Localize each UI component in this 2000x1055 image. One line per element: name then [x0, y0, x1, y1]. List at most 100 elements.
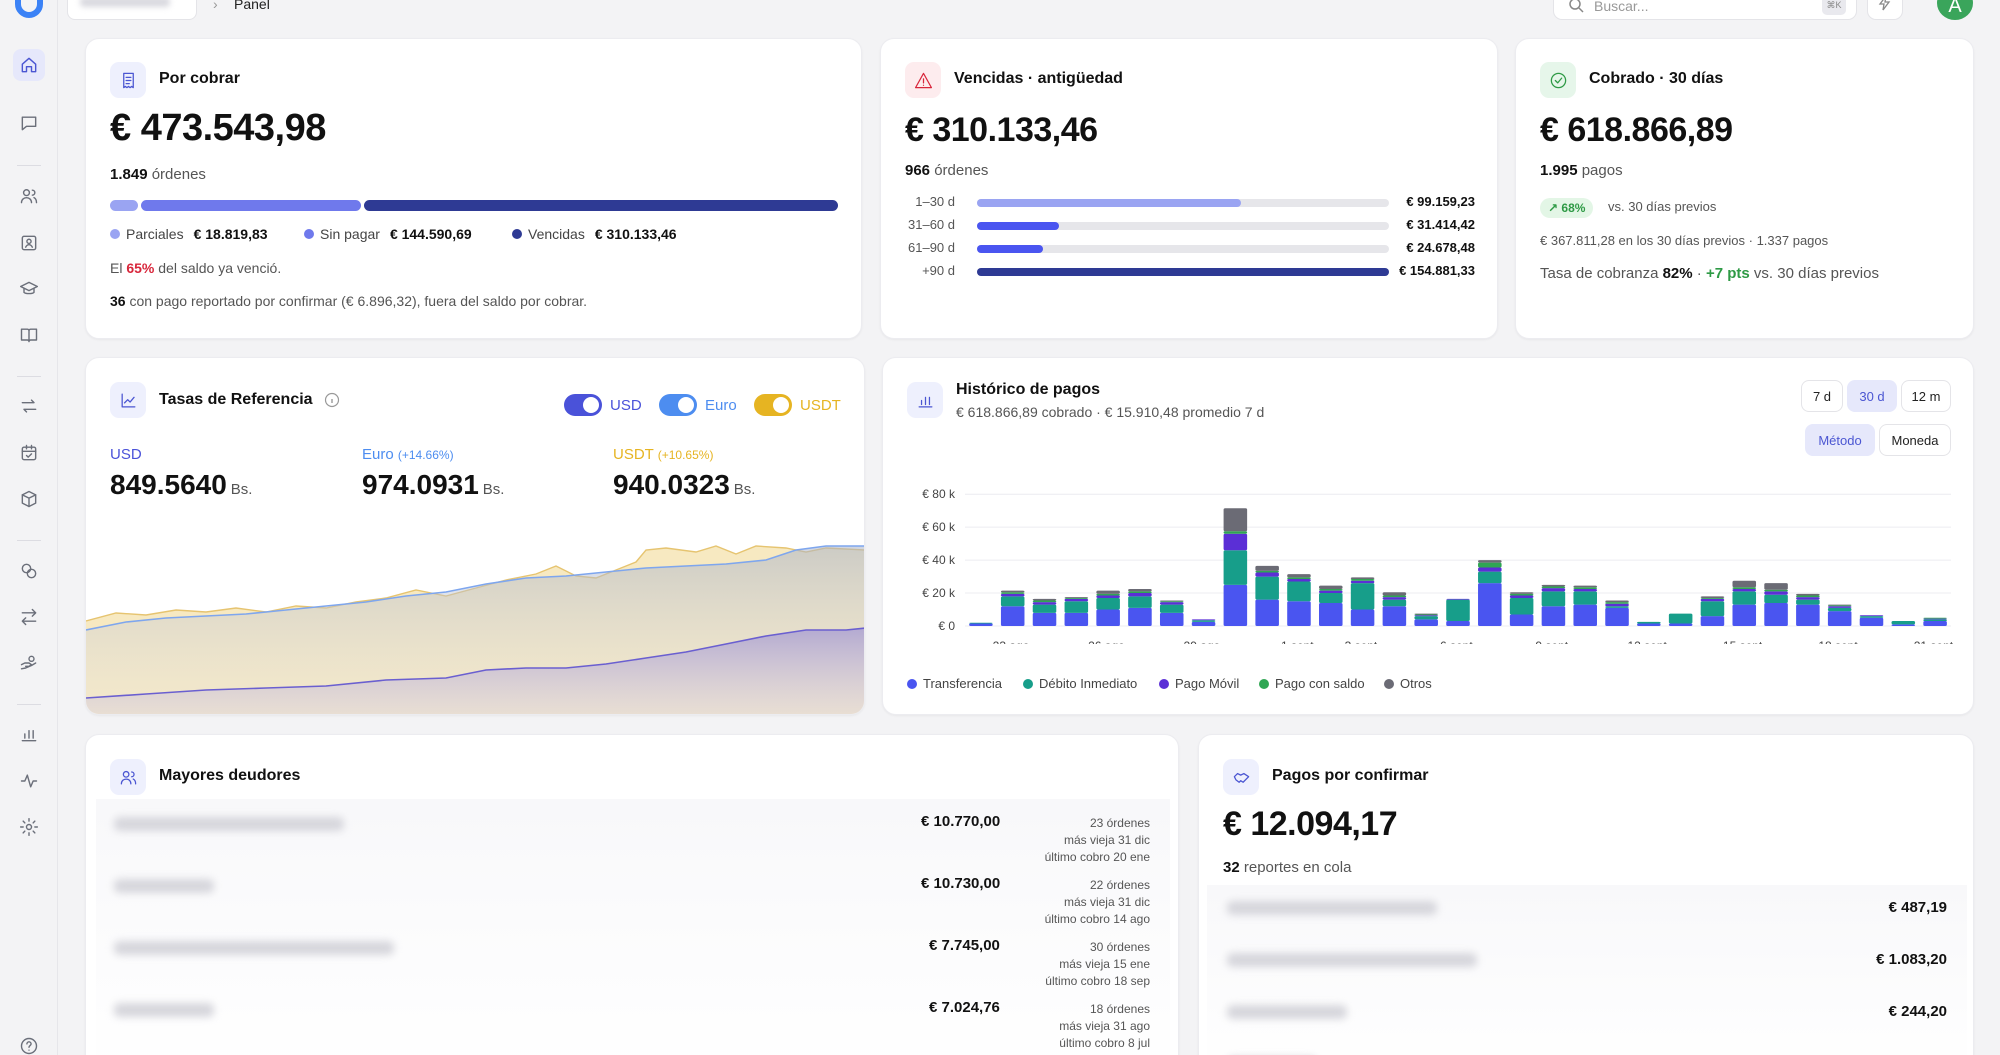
toggle-usd[interactable]: USD — [564, 394, 642, 416]
bar-pago-móvil — [1923, 618, 1947, 620]
bar-otros — [1287, 574, 1311, 578]
bar-débito-inmediato — [1923, 619, 1947, 622]
y-tick-label: € 0 — [938, 619, 955, 633]
aging-bar[interactable] — [977, 199, 1389, 207]
workspace-switcher[interactable] — [67, 0, 197, 20]
por-cobrar-card: Por cobrar € 473.543,98 1.849 órdenes Pa… — [85, 38, 862, 339]
legend-otros: Otros — [1384, 676, 1432, 691]
bar-débito-inmediato — [1573, 591, 1597, 605]
bar-débito-inmediato — [1605, 606, 1629, 608]
hand-coins-icon[interactable] — [13, 647, 45, 679]
rates-area-chart — [86, 545, 864, 714]
card-title: Cobrado · 30 días — [1589, 70, 1724, 87]
bar-transferencia — [1668, 623, 1693, 626]
coins-icon[interactable] — [13, 555, 45, 587]
payments-count-line: 1.995 pagos — [1540, 162, 1623, 179]
bar-transferencia — [1509, 614, 1534, 626]
calendar-icon[interactable] — [13, 437, 45, 469]
vencidas-segment[interactable] — [364, 200, 838, 211]
pending-confirmation-note: 36 con pago reportado por confirmar (€ 6… — [110, 293, 588, 309]
bar-pago-móvil — [1350, 580, 1375, 584]
chat-icon[interactable] — [13, 107, 45, 139]
x-tick-label: 18 sept. — [1818, 639, 1861, 644]
sin-pagar-segment[interactable] — [141, 200, 361, 211]
bar-transferencia — [1827, 611, 1852, 626]
bar-otros — [1414, 613, 1438, 615]
aging-label: 31–60 d — [908, 217, 955, 232]
bar-pago-móvil — [1732, 588, 1757, 592]
bar-débito-inmediato — [1732, 591, 1757, 605]
activity-icon[interactable] — [13, 765, 45, 797]
info-icon[interactable] — [324, 392, 340, 408]
help-icon[interactable] — [13, 1030, 45, 1055]
range-7d-button[interactable]: 7 d — [1801, 380, 1843, 412]
debtor-name-redacted — [114, 941, 394, 955]
aging-bar[interactable] — [977, 268, 1389, 276]
search-placeholder: Buscar... — [1594, 0, 1649, 14]
debtor-meta: 23 órdenes más vieja 31 dic último cobro 2… — [1044, 816, 1150, 864]
range-12m-button[interactable]: 12 m — [1901, 380, 1951, 412]
toggle-usdt[interactable]: USDT — [754, 394, 841, 416]
bar-pago-con-saldo — [1223, 531, 1248, 534]
id-card-icon[interactable] — [13, 227, 45, 259]
bar-débito-inmediato — [1827, 607, 1852, 612]
aging-value: € 99.159,23 — [1406, 194, 1475, 209]
bar-transferencia — [1064, 612, 1089, 626]
home-icon[interactable] — [13, 49, 45, 81]
bar-otros — [1700, 596, 1725, 598]
pending-payments-amount: € 12.094,17 — [1223, 805, 1398, 843]
bar-transferencia — [1859, 617, 1884, 626]
quick-action-button[interactable] — [1867, 0, 1903, 20]
bar-chart-icon — [907, 382, 943, 418]
bar-chart-icon[interactable] — [13, 718, 45, 750]
bar-débito-inmediato — [1478, 571, 1502, 584]
app-logo[interactable] — [14, 0, 44, 18]
bar-débito-inmediato — [1096, 598, 1120, 610]
parciales-segment[interactable] — [110, 200, 138, 211]
bar-pago-con-saldo — [1032, 600, 1057, 603]
users-icon[interactable] — [13, 180, 45, 212]
usd-area — [86, 628, 864, 714]
bar-transferencia — [1223, 584, 1248, 626]
bar-transferencia — [1032, 612, 1057, 626]
handshake-icon — [1223, 759, 1259, 795]
usdt-line — [86, 545, 864, 622]
rate-value-usd: 849.5640 Bs. — [110, 469, 253, 500]
settings-gear-icon[interactable] — [13, 811, 45, 843]
aging-value: € 154.881,33 — [1399, 263, 1475, 278]
search-input[interactable]: Buscar... ⌘K — [1553, 0, 1857, 20]
bar-transferencia — [1128, 607, 1152, 626]
card-title: Pagos por confirmar — [1272, 767, 1429, 784]
bar-pago-móvil — [1478, 567, 1502, 572]
range-30d-button[interactable]: 30 d — [1847, 380, 1897, 412]
graduation-cap-icon[interactable] — [13, 273, 45, 305]
bar-transferencia — [1414, 619, 1438, 626]
card-title: Tasas de Referencia — [159, 391, 313, 408]
transfer-icon[interactable] — [13, 390, 45, 422]
aging-bar[interactable] — [977, 222, 1389, 230]
aging-bar[interactable] — [977, 245, 1389, 253]
bar-débito-inmediato — [1032, 604, 1057, 613]
bar-pago-móvil — [1096, 595, 1120, 598]
box-icon[interactable] — [13, 483, 45, 515]
bar-transferencia — [1287, 601, 1311, 626]
collected-amount: € 618.866,89 — [1540, 111, 1733, 149]
usd-line — [86, 627, 864, 699]
bar-transferencia — [1573, 604, 1597, 626]
x-tick-label: 12 sept. — [1627, 639, 1670, 644]
overdue-amount: € 310.133,46 — [905, 111, 1098, 149]
bar-pago-con-saldo — [1414, 614, 1438, 616]
mode-metodo-button[interactable]: Método — [1805, 424, 1875, 456]
avatar[interactable]: A — [1937, 0, 1973, 20]
toggle-euro[interactable]: Euro — [659, 394, 737, 416]
mode-moneda-button[interactable]: Moneda — [1879, 424, 1951, 456]
mayores-deudores-card: Mayores deudores € 10.770,00 23 órdenes m… — [85, 734, 1179, 1055]
book-icon[interactable] — [13, 319, 45, 351]
bar-pago-con-saldo — [1573, 587, 1597, 589]
receipt-icon — [110, 62, 146, 98]
bar-pago-con-saldo — [1827, 605, 1852, 607]
bar-otros — [1796, 593, 1820, 596]
exchange-icon[interactable] — [13, 601, 45, 633]
bar-pago-móvil — [1319, 590, 1343, 594]
sidebar — [0, 0, 58, 1055]
